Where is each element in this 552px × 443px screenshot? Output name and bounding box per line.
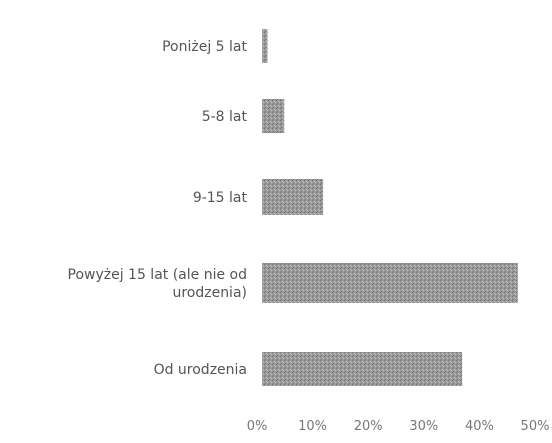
x-tick-label-30pct: 30% [409,419,438,434]
x-axis-tick-labels: 0% 10% 20% 30% 40% 50% [247,419,550,434]
category-label-4-line-1: Powyżej 15 lat (ale nie od [68,267,248,283]
x-tick-label-40pct: 40% [465,419,494,434]
category-label-3: 9-15 lat [193,190,248,206]
x-tick-label-0pct: 0% [247,419,268,434]
category-label-5: Od urodzenia [154,362,247,378]
bar-3 [262,179,324,215]
bar-2 [262,99,285,133]
category-labels: Poniżej 5 lat 5-8 lat 9-15 lat Powyżej 15 l… [68,39,248,378]
bar-4 [262,263,518,303]
category-label-4-line-2: urodzenia) [172,285,247,301]
bars-group [262,29,518,386]
x-tick-label-50pct: 50% [521,419,550,434]
category-label-2: 5-8 lat [202,109,248,125]
bar-5 [262,352,463,386]
x-tick-label-20pct: 20% [354,419,383,434]
category-label-1: Poniżej 5 lat [162,39,247,55]
bar-1 [262,29,268,63]
x-tick-label-10pct: 10% [298,419,327,434]
